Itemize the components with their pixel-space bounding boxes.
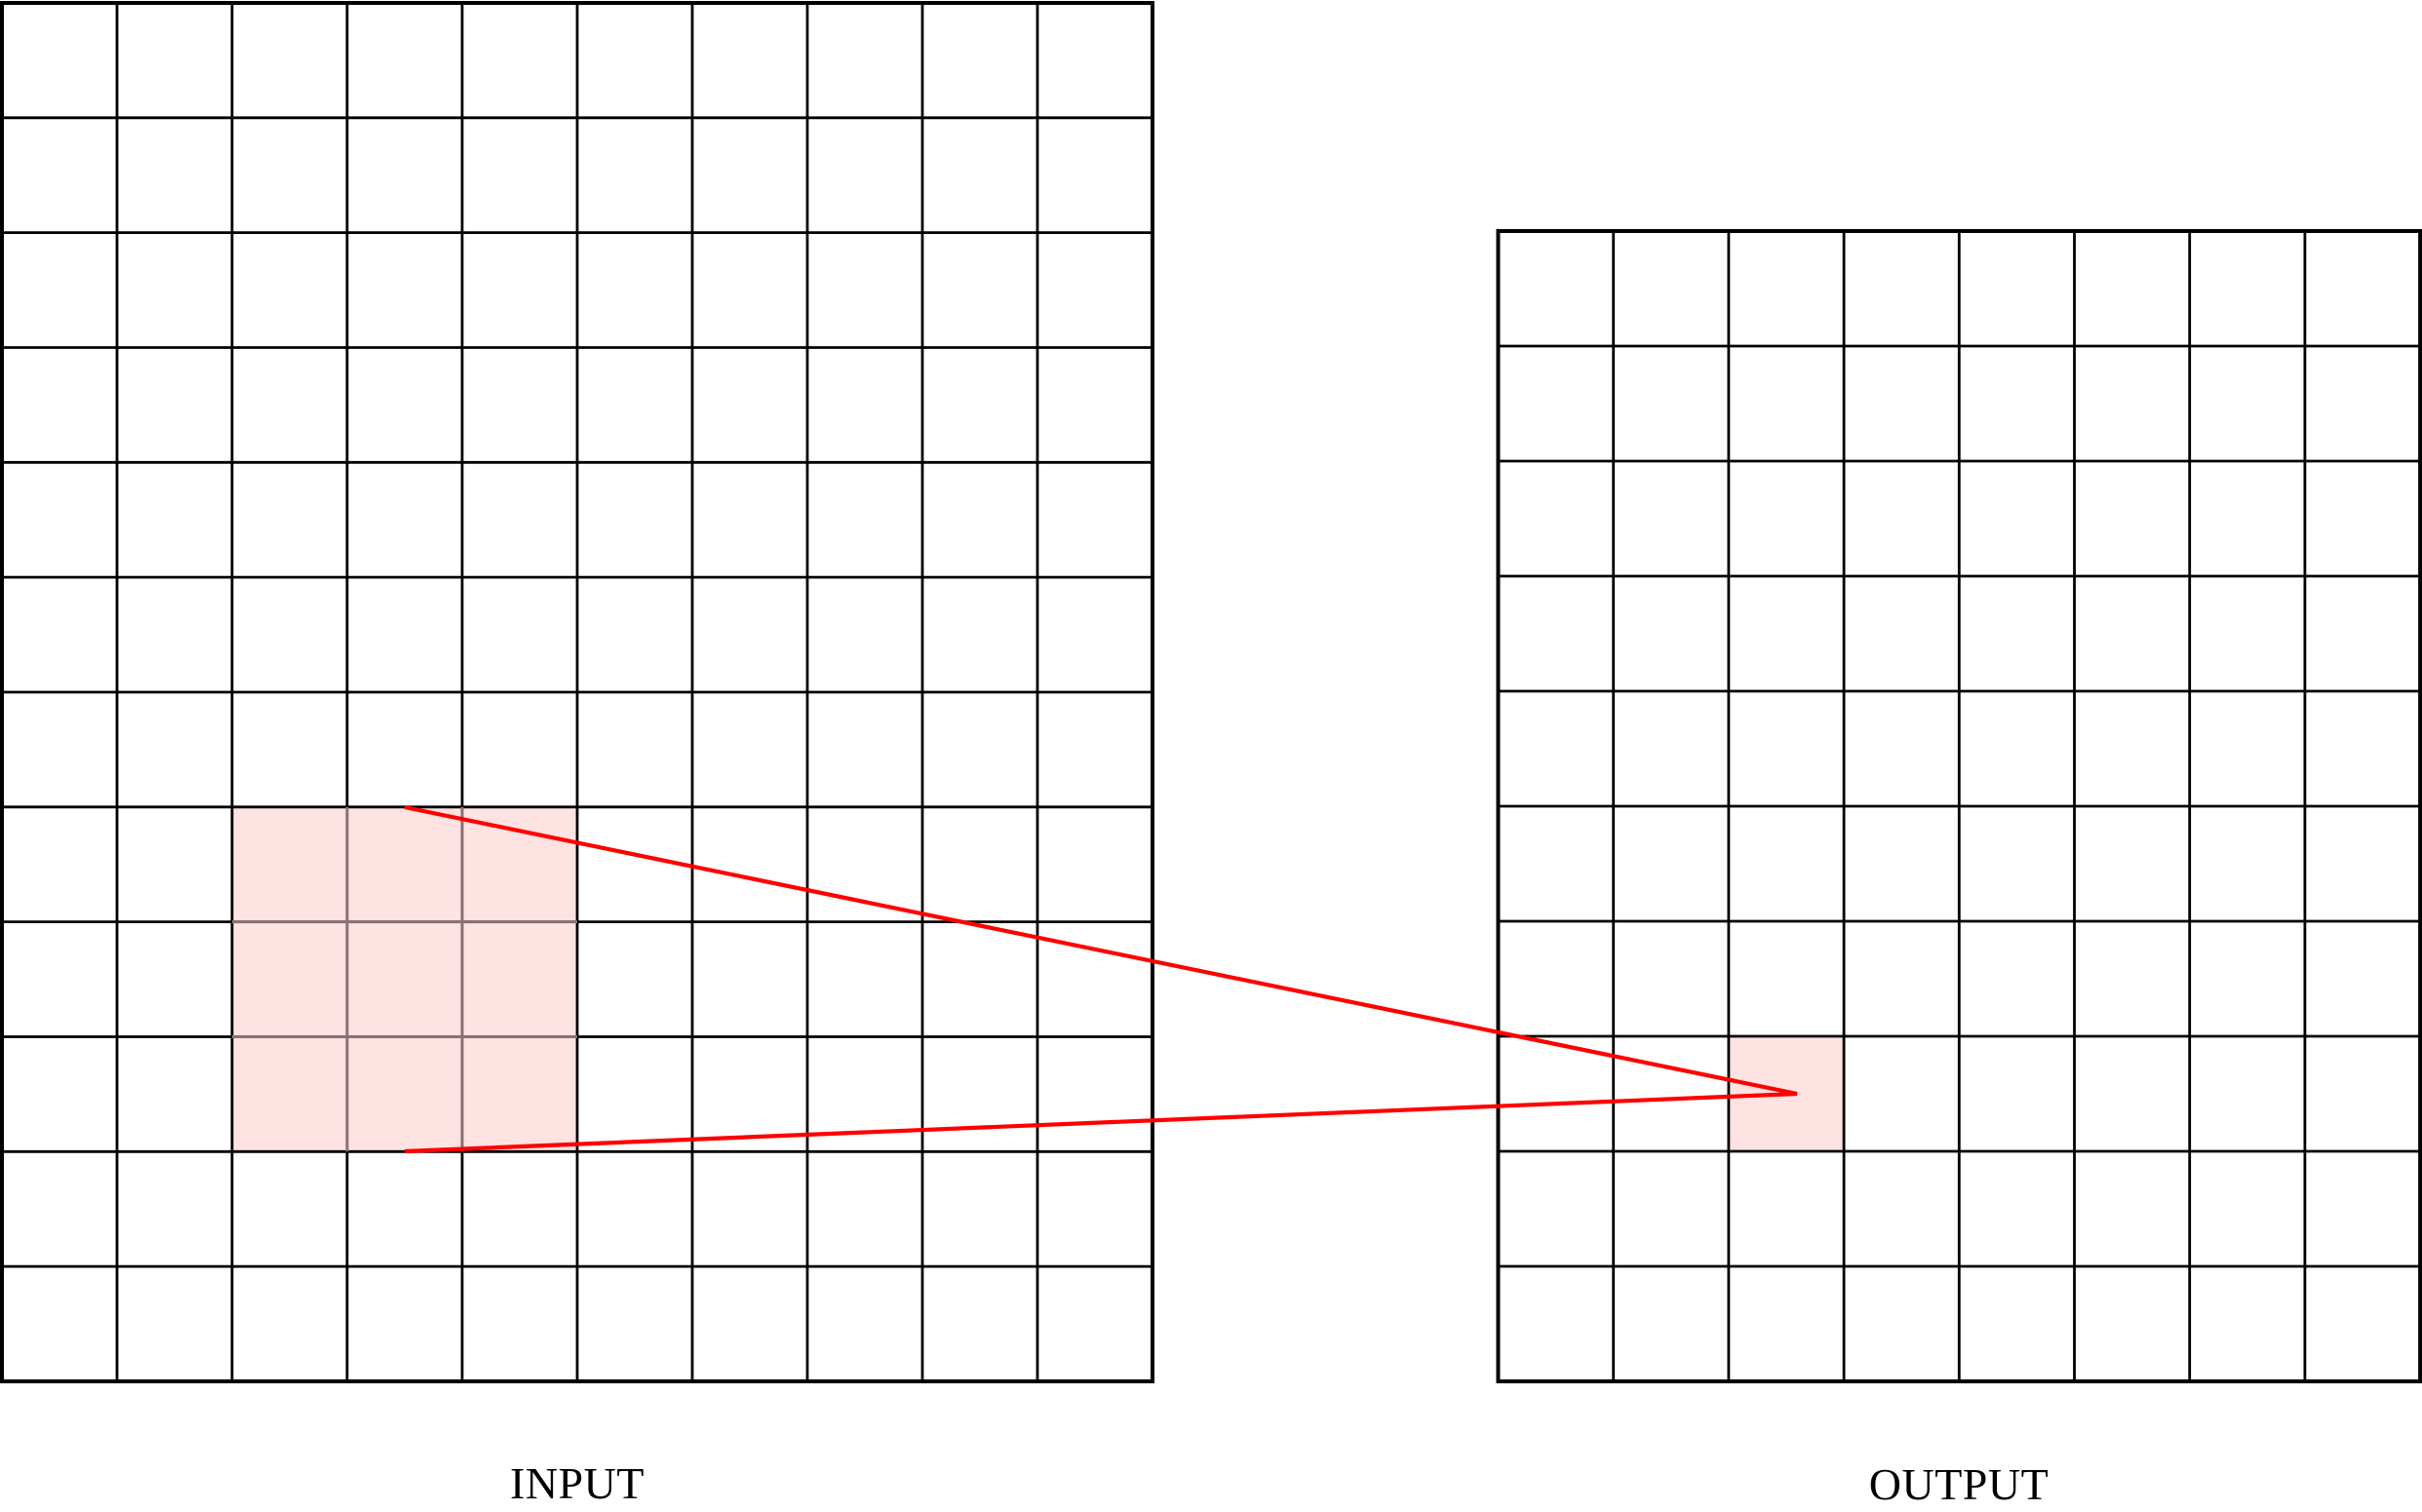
- receptive-field-projection-lines: [404, 804, 1798, 1154]
- grid-border: [0, 1, 1154, 1383]
- output-label: OUTPUT: [1869, 1459, 2049, 1509]
- grid-border: [1496, 229, 2422, 1383]
- highlight-inner-grid-lines: [232, 806, 577, 1152]
- label-layer: INPUT OUTPUT: [510, 1458, 2049, 1509]
- input-label: INPUT: [510, 1458, 645, 1508]
- output-grid: [1496, 229, 2422, 1383]
- input-grid: [0, 1, 1154, 1383]
- highlight-layer: [232, 806, 1845, 1152]
- projection-layer: [404, 804, 1798, 1154]
- input-receptive-field-highlight: [232, 806, 577, 1152]
